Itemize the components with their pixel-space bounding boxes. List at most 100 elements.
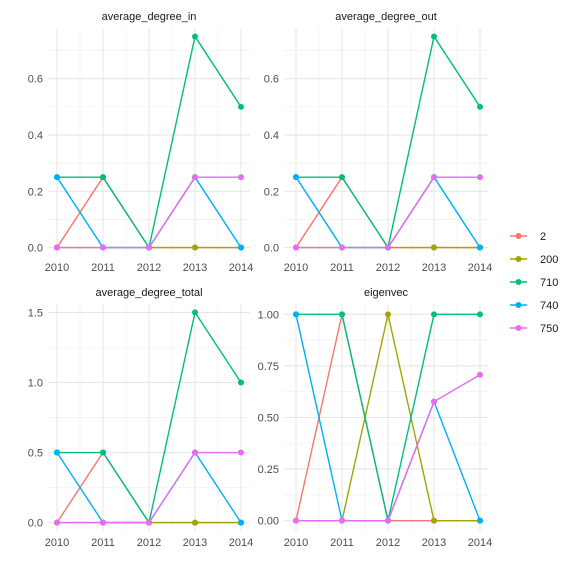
data-point-200	[431, 517, 437, 524]
data-point-710	[339, 311, 345, 318]
panel-eigenvec: 0.00 0.25 0.50 0.75 1.00 2010 2011 2012 2013 2014…	[258, 287, 493, 549]
y-tick-label: 0.4	[264, 130, 279, 142]
legend-item-2: 2	[510, 231, 546, 243]
y-tick-label: 0.75	[258, 361, 279, 373]
data-point-750	[385, 517, 391, 524]
data-point-750	[54, 519, 60, 526]
panel-background	[284, 28, 488, 256]
x-tick-label: 2014	[229, 537, 253, 549]
x-tick-label: 2011	[91, 262, 115, 274]
data-point-750	[477, 174, 483, 181]
x-tick-label: 2013	[183, 537, 207, 549]
x-tick-label: 2011	[330, 537, 354, 549]
data-point-710	[100, 449, 106, 456]
data-point-750	[431, 398, 437, 405]
data-point-710	[192, 33, 198, 40]
legend-item-710: 710	[510, 277, 558, 289]
x-tick-label: 2014	[229, 262, 253, 274]
panel-title: average_degree_in	[102, 11, 197, 23]
legend-label: 750	[540, 323, 558, 335]
y-tick-label: 1.0	[28, 377, 43, 389]
x-tick-label: 2010	[45, 537, 69, 549]
data-point-740	[54, 174, 60, 181]
data-point-200	[192, 519, 198, 526]
y-tick-label: 0.25	[258, 464, 279, 476]
legend-item-740: 740	[510, 300, 558, 312]
data-point-750	[146, 519, 152, 526]
y-tick-label: 0.6	[28, 74, 43, 86]
data-point-740	[477, 517, 483, 524]
data-point-710	[339, 174, 345, 181]
legend-label: 740	[540, 300, 558, 312]
panel-average-degree-in: 0.0 0.2 0.4 0.6 2010 2011 2012 2013 2014 average_…	[28, 11, 254, 274]
x-tick-label: 2012	[376, 262, 400, 274]
data-point-750	[54, 244, 60, 251]
data-point-750	[293, 244, 299, 251]
data-point-750	[100, 519, 106, 526]
data-point-750	[477, 371, 483, 378]
legend-item-750: 750	[510, 323, 558, 335]
data-point-750	[293, 517, 299, 524]
data-point-750	[192, 449, 198, 456]
x-tick-label: 2010	[284, 537, 308, 549]
x-tick-label: 2010	[284, 262, 308, 274]
x-tick-label: 2013	[422, 262, 446, 274]
x-tick-label: 2010	[45, 262, 69, 274]
x-tick-label: 2012	[137, 262, 161, 274]
y-tick-label: 1.5	[28, 307, 43, 319]
x-tick-label: 2013	[422, 537, 446, 549]
data-point-710	[477, 311, 483, 318]
data-point-750	[238, 174, 244, 181]
data-point-740	[293, 311, 299, 318]
legend-label: 710	[540, 277, 558, 289]
data-point-750	[431, 174, 437, 181]
data-point-710	[100, 174, 106, 181]
data-point-200	[431, 244, 437, 251]
data-point-200	[385, 311, 391, 318]
data-point-200	[192, 244, 198, 251]
legend-key-point	[515, 302, 522, 308]
data-point-740	[238, 244, 244, 251]
y-tick-label: 0.5	[28, 448, 43, 460]
y-tick-label: 0.4	[28, 130, 43, 142]
y-tick-label: 1.00	[258, 309, 279, 321]
x-tick-label: 2014	[468, 262, 492, 274]
y-tick-label: 0.0	[28, 243, 43, 255]
x-tick-label: 2011	[91, 537, 115, 549]
legend-key-point	[515, 233, 522, 239]
y-tick-label: 0.2	[28, 186, 43, 198]
data-point-710	[238, 379, 244, 386]
data-point-710	[192, 309, 198, 316]
panel-title: eigenvec	[364, 287, 409, 299]
legend-item-200: 200	[510, 254, 558, 266]
data-point-750	[192, 174, 198, 181]
data-point-710	[431, 311, 437, 318]
data-point-750	[146, 244, 152, 251]
legend-key-point	[515, 279, 522, 285]
data-point-710	[238, 103, 244, 110]
legend-label: 2	[540, 231, 546, 243]
data-point-710	[477, 103, 483, 110]
panel-title: average_degree_out	[335, 11, 437, 23]
y-tick-label: 0.2	[264, 186, 279, 198]
legend-key-point	[515, 256, 522, 262]
data-point-750	[339, 517, 345, 524]
y-tick-label: 0.0	[264, 243, 279, 255]
data-point-750	[238, 449, 244, 456]
legend-key-point	[515, 325, 522, 331]
data-point-740	[293, 174, 299, 181]
y-tick-label: 0.50	[258, 413, 279, 425]
y-tick-label: 0.00	[258, 516, 279, 528]
y-tick-label: 0.0	[28, 518, 43, 530]
y-tick-label: 0.6	[264, 74, 279, 86]
panel-average-degree-total: 0.0 0.5 1.0 1.5 2010 2011 2012 2013 2014 average_…	[28, 287, 254, 549]
x-tick-label: 2012	[137, 537, 161, 549]
data-point-740	[477, 244, 483, 251]
data-point-750	[100, 244, 106, 251]
x-tick-label: 2014	[468, 537, 492, 549]
panel-title: average_degree_total	[95, 287, 202, 299]
data-point-750	[385, 244, 391, 251]
data-point-740	[238, 519, 244, 526]
panel-average-degree-out: 0.0 0.2 0.4 0.6 2010 2011 2012 2013 2014 average_…	[264, 11, 493, 274]
